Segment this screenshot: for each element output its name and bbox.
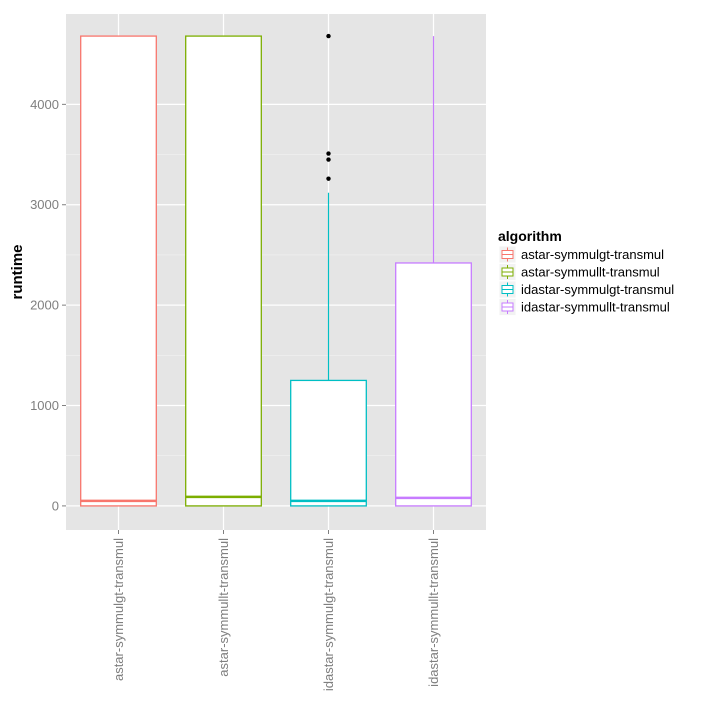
- box-astar-symmullt-transmul: [185, 35, 262, 507]
- legend-label: astar-symmulgt-transmul: [521, 247, 664, 262]
- x-tick-label: idastar-symmulgt-transmul: [321, 538, 336, 691]
- y-axis-title: runtime: [9, 244, 26, 299]
- y-tick-label: 2000: [30, 298, 59, 313]
- legend-label: idastar-symmulgt-transmul: [521, 282, 674, 297]
- legend: algorithm astar-symmulgt-transmulastar-s…: [498, 228, 674, 316]
- legend-title: algorithm: [498, 228, 562, 244]
- legend-items: astar-symmulgt-transmul astar-symmullt-tr…: [498, 245, 674, 316]
- x-tick-label: idastar-symmullt-transmul: [426, 538, 441, 687]
- legend-item: astar-symmullt-transmul: [498, 263, 660, 281]
- legend-item: idastar-symmullt-transmul: [498, 298, 670, 316]
- outlier-point: [326, 33, 331, 39]
- y-axis-ticks: 0 1000 2000 3000 4000: [30, 97, 66, 513]
- legend-item: idastar-symmulgt-transmul: [498, 280, 674, 299]
- y-tick-label: 3000: [30, 197, 59, 212]
- x-tick-label: astar-symmullt-transmul: [216, 538, 231, 677]
- legend-label: idastar-symmullt-transmul: [521, 300, 670, 315]
- box-body: [185, 35, 262, 507]
- box-body: [290, 379, 367, 507]
- box-idastar-symmullt-transmul: [395, 36, 472, 507]
- legend-label: astar-symmullt-transmul: [521, 265, 660, 280]
- x-tick-label: astar-symmulgt-transmul: [111, 538, 126, 681]
- outlier-point: [326, 176, 331, 181]
- boxes: [80, 33, 472, 507]
- outlier-point: [326, 157, 331, 162]
- outlier-point: [326, 151, 331, 156]
- box-body: [80, 35, 157, 507]
- y-tick-label: 1000: [30, 398, 59, 413]
- box-astar-symmulgt-transmul: [80, 35, 157, 507]
- y-tick-label: 4000: [30, 97, 59, 112]
- y-tick-label: 0: [52, 498, 59, 513]
- box-body: [395, 262, 472, 507]
- x-axis-ticks: astar-symmulgt-transmul astar-symmullt-tr…: [111, 530, 441, 691]
- box-idastar-symmulgt-transmul: [290, 33, 367, 507]
- legend-item: astar-symmulgt-transmul: [498, 245, 664, 264]
